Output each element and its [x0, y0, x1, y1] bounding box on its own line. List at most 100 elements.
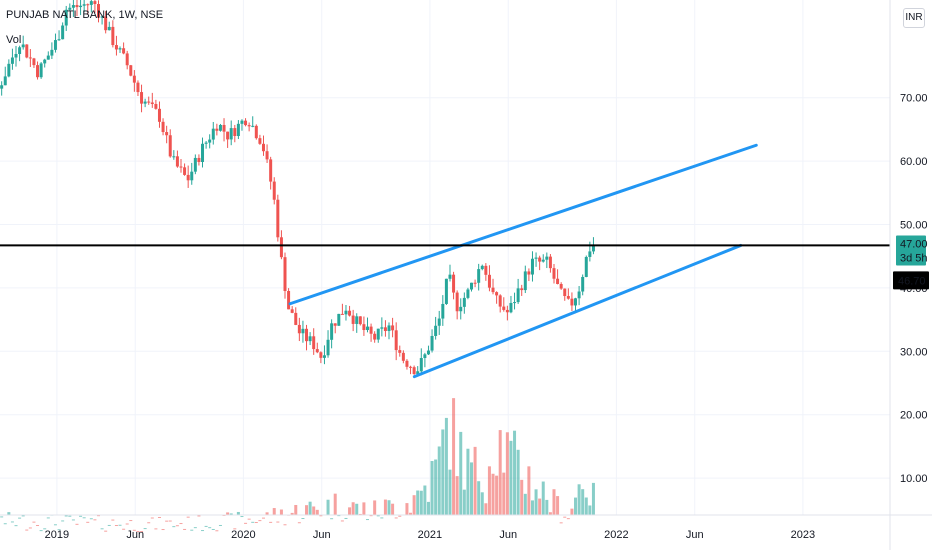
- candle-body: [82, 4, 86, 6]
- candle-body: [10, 57, 14, 64]
- candle-body: [7, 63, 11, 77]
- volume-bar: [340, 520, 344, 522]
- candle-body: [25, 44, 29, 58]
- candle-body: [387, 325, 391, 332]
- candle-body: [523, 271, 527, 291]
- candle-body: [201, 143, 205, 162]
- candle-body: [509, 302, 513, 313]
- volume-bar: [527, 466, 531, 515]
- candle-body: [254, 125, 258, 139]
- candle-body: [448, 274, 452, 279]
- volume-bar: [452, 398, 456, 515]
- candle-body: [129, 65, 133, 76]
- candle-body: [588, 251, 592, 257]
- candle-body: [100, 16, 104, 18]
- candle-body: [215, 128, 219, 131]
- candle-body: [545, 256, 549, 260]
- candle-body: [122, 48, 126, 54]
- candle-body: [279, 237, 283, 258]
- candle-body: [36, 65, 40, 78]
- candle-body: [0, 85, 4, 89]
- volume-label[interactable]: Vol: [6, 34, 22, 46]
- price-tick-label: 10.00: [900, 473, 928, 485]
- candle-body: [104, 16, 108, 31]
- volume-bar: [25, 529, 29, 531]
- volume-bar: [79, 515, 83, 517]
- volume-bar: [75, 523, 79, 525]
- volume-bar: [387, 500, 391, 515]
- candle-body: [125, 53, 129, 66]
- candle-body: [240, 120, 244, 124]
- volume-bar: [344, 517, 348, 519]
- volume-bar: [319, 515, 323, 517]
- candle-body: [394, 330, 398, 351]
- candle-body: [111, 26, 115, 46]
- volume-bar: [473, 446, 477, 515]
- candle-body: [423, 354, 427, 359]
- volume-bar: [516, 449, 520, 515]
- candle-body: [21, 44, 25, 48]
- candle-body: [513, 302, 517, 304]
- candle-body: [534, 257, 538, 259]
- volume-bar: [190, 529, 194, 531]
- volume-bar: [394, 517, 398, 519]
- candle-body: [28, 57, 32, 59]
- volume-bar: [14, 525, 18, 527]
- candle-body: [344, 310, 348, 315]
- volume-bar: [412, 495, 416, 515]
- candle-body: [39, 63, 43, 78]
- candle-body: [369, 326, 373, 334]
- candle-body: [175, 156, 179, 167]
- candle-body: [405, 360, 409, 367]
- time-tick-label: Jun: [499, 529, 517, 541]
- volume-bar: [114, 525, 118, 527]
- volume-bar: [423, 485, 427, 515]
- volume-bar: [129, 520, 133, 522]
- volume-bar: [505, 432, 509, 515]
- candle-body: [186, 174, 190, 181]
- currency-button[interactable]: INR: [903, 8, 925, 28]
- candle-body: [43, 59, 47, 64]
- volume-bar: [581, 489, 585, 515]
- candle-body: [14, 53, 18, 58]
- volume-bar: [0, 516, 4, 518]
- candle-body: [466, 289, 470, 298]
- candle-body: [337, 313, 341, 326]
- candle-body: [261, 143, 265, 152]
- volume-bar: [10, 521, 14, 523]
- candle-body: [426, 350, 430, 355]
- volume-bar: [175, 525, 179, 527]
- candle-body: [75, 5, 79, 8]
- candle-body: [409, 366, 413, 368]
- candle-body: [204, 142, 208, 144]
- volume-bar: [204, 525, 208, 527]
- candle-body: [459, 306, 463, 312]
- trend-channel-lower-line: [412, 243, 743, 379]
- volume-bar: [498, 430, 502, 515]
- volume-bar: [226, 512, 230, 515]
- price-tick-label: 30.00: [900, 346, 928, 358]
- candle-body: [233, 128, 237, 137]
- candle-body: [383, 327, 387, 332]
- volume-bar: [301, 518, 305, 520]
- candle-body: [118, 48, 122, 50]
- candle-body: [308, 336, 312, 342]
- candle-body: [68, 7, 72, 10]
- volume-bar: [556, 496, 560, 515]
- candle-body: [470, 282, 474, 290]
- candle-body: [401, 352, 405, 361]
- volume-bar: [570, 508, 574, 515]
- candle-body: [50, 49, 54, 56]
- volume-bar: [118, 524, 122, 526]
- candle-body: [136, 82, 140, 93]
- candle-body: [491, 287, 495, 293]
- candle-body: [147, 101, 151, 103]
- volume-bar: [459, 431, 463, 515]
- time-tick-label: 2020: [231, 529, 255, 541]
- candle-body: [218, 124, 222, 131]
- volume-bar: [265, 512, 269, 515]
- volume-bar: [538, 498, 542, 515]
- volume-bar: [39, 530, 43, 532]
- symbol-title[interactable]: PUNJAB NATL BANK, 1W, NSE: [6, 9, 164, 21]
